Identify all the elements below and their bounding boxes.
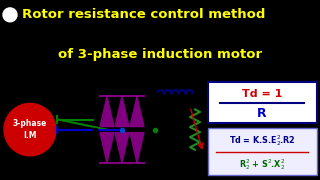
Polygon shape	[115, 96, 129, 127]
Circle shape	[3, 8, 17, 22]
Text: 3-phase
I.M: 3-phase I.M	[13, 119, 47, 140]
Text: R$^2_2$ + S$^2$.X$^2_2$: R$^2_2$ + S$^2$.X$^2_2$	[239, 157, 285, 172]
Circle shape	[4, 103, 56, 156]
Text: Diode
rectifier: Diode rectifier	[110, 82, 134, 93]
Polygon shape	[130, 133, 144, 163]
Text: A: A	[156, 83, 162, 92]
Text: R: R	[180, 125, 186, 134]
Polygon shape	[100, 96, 114, 127]
Text: of 3-phase induction motor: of 3-phase induction motor	[58, 48, 262, 61]
FancyBboxPatch shape	[207, 128, 316, 176]
Text: Td = K.S.E$^2_2$.R2: Td = K.S.E$^2_2$.R2	[228, 133, 295, 148]
Text: Rotor resistance control method: Rotor resistance control method	[22, 8, 265, 21]
Text: B: B	[156, 167, 162, 176]
Text: R: R	[257, 107, 267, 120]
Text: Td = 1: Td = 1	[242, 89, 282, 98]
FancyBboxPatch shape	[207, 82, 316, 123]
Polygon shape	[100, 133, 114, 163]
Polygon shape	[130, 96, 144, 127]
Text: L: L	[173, 101, 177, 110]
Polygon shape	[115, 133, 129, 163]
